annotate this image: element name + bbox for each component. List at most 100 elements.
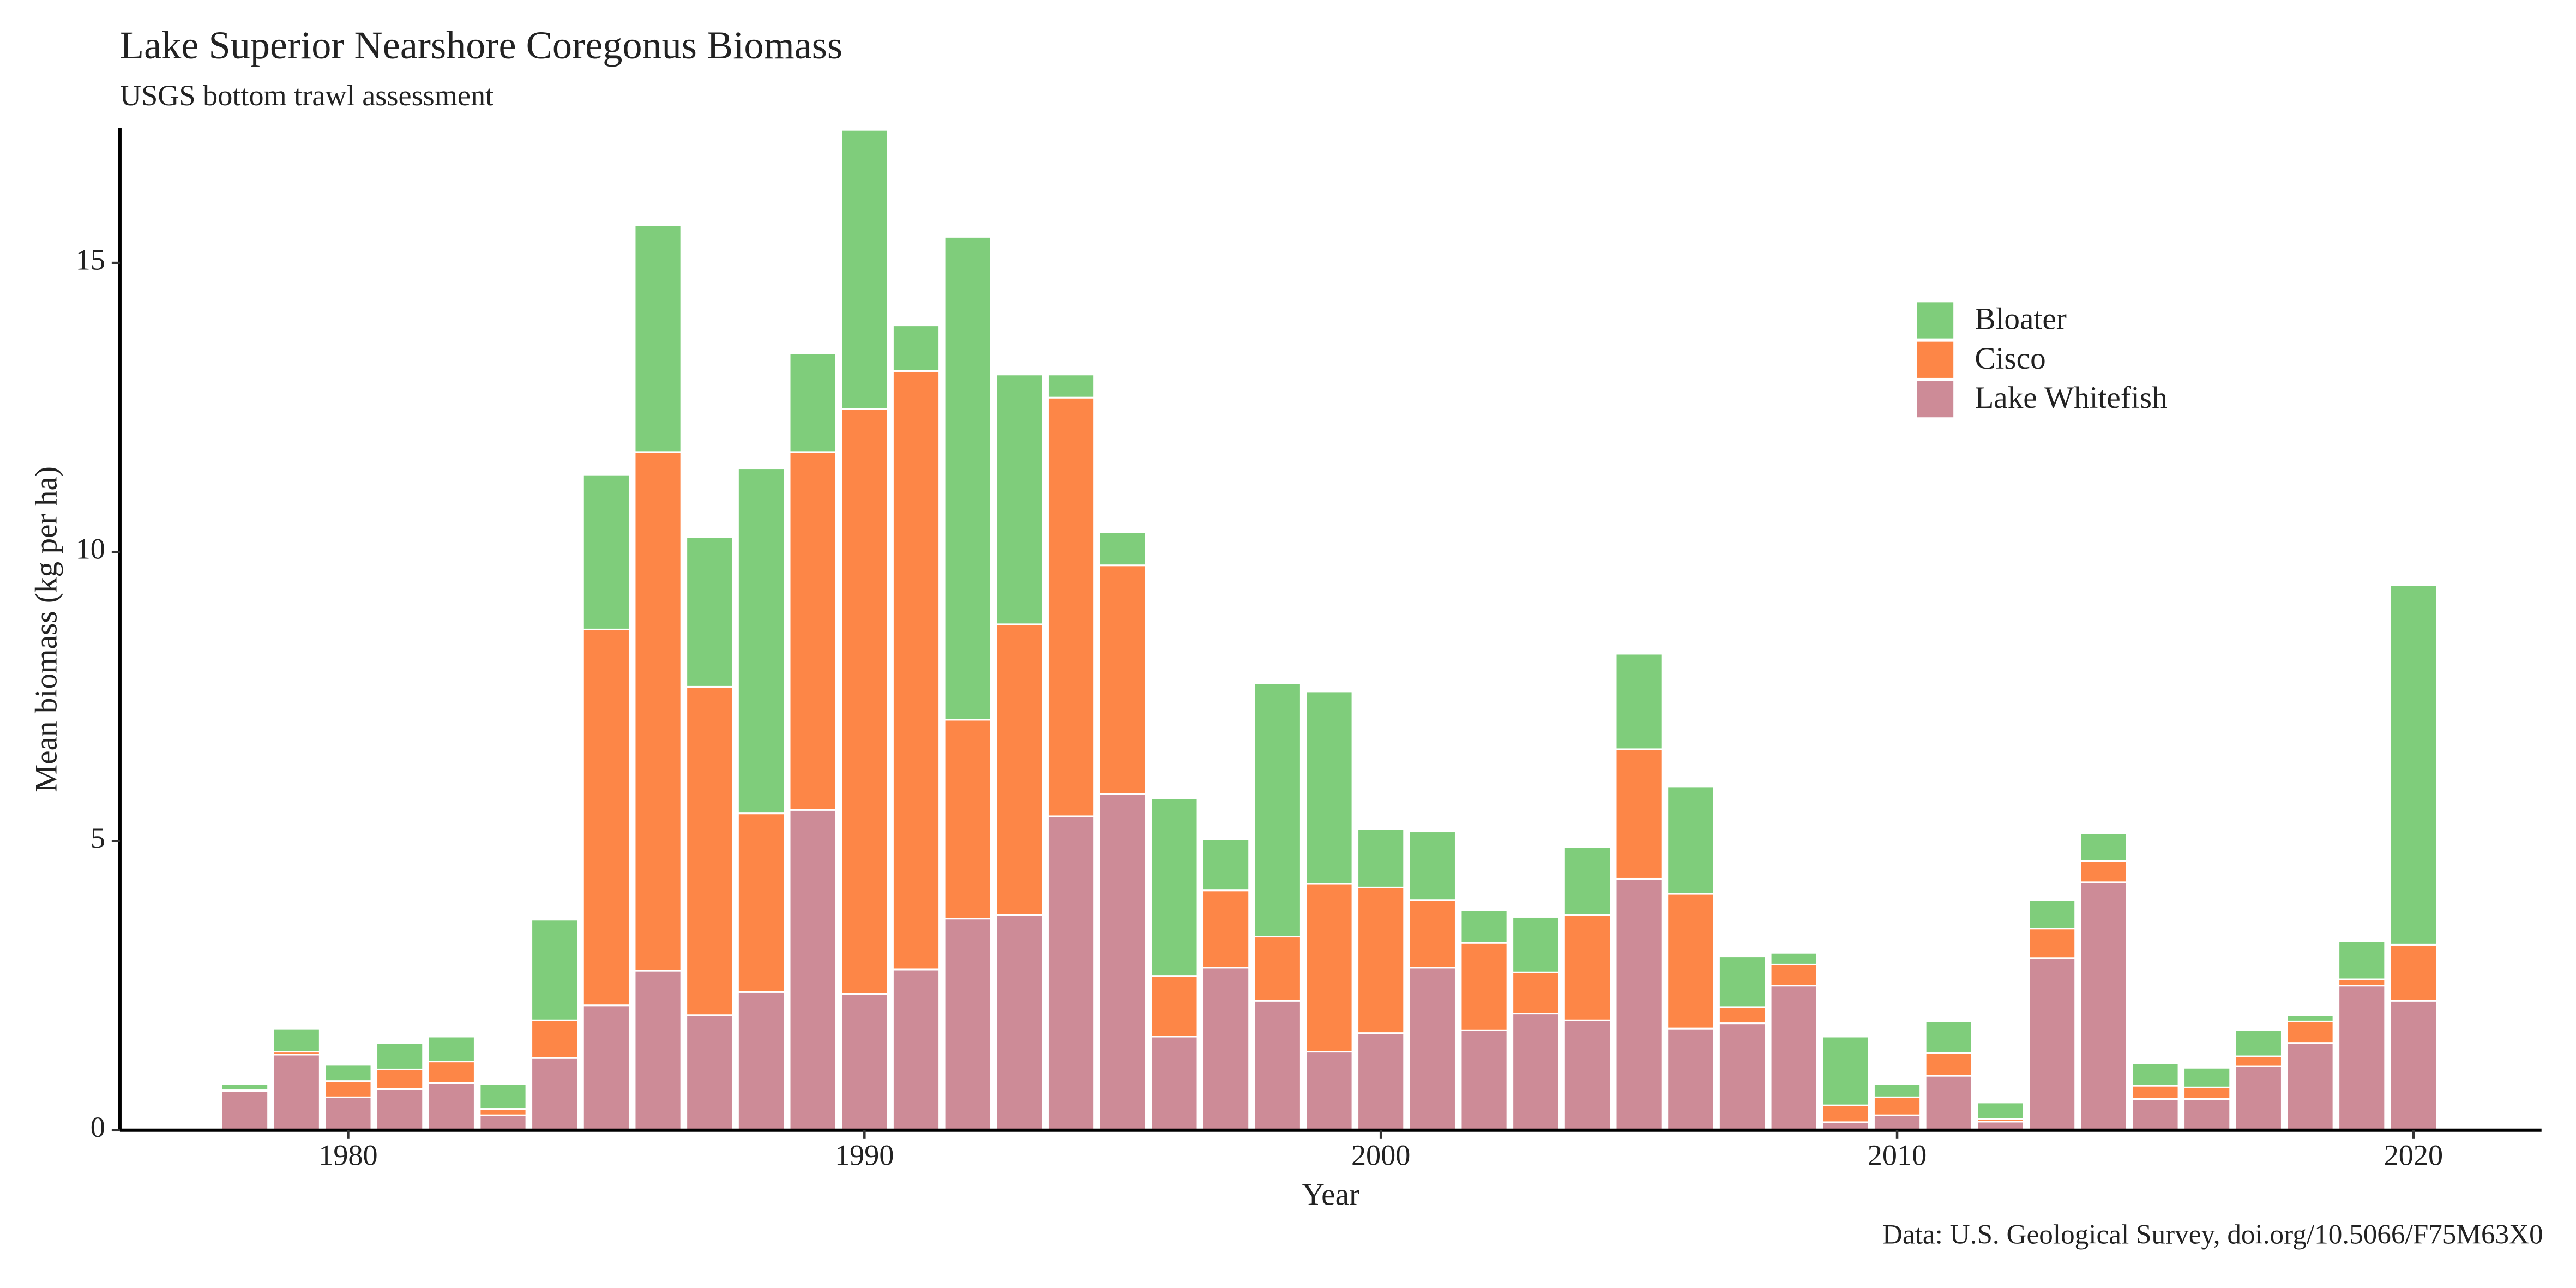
bar-segment: [943, 719, 992, 920]
bar-segment: [2234, 1065, 2283, 1131]
bar-segment: [1615, 653, 1663, 750]
chart-title: Lake Superior Nearshore Coregonus Biomas…: [120, 23, 842, 67]
bar-segment: [840, 993, 889, 1131]
bar-segment: [2234, 1055, 2283, 1067]
bar-segment: [1512, 916, 1560, 973]
bar-segment: [582, 628, 630, 1007]
bar-segment: [685, 536, 734, 688]
bar-segment: [2079, 860, 2128, 883]
bar-segment: [1046, 815, 1096, 1131]
bar-segment: [1408, 830, 1456, 901]
bar-segment: [840, 129, 889, 410]
bar-segment: [1357, 886, 1405, 1034]
bar-segment: [1098, 564, 1147, 795]
bar-segment: [2286, 1014, 2334, 1022]
y-tick-label: 0: [91, 1111, 105, 1143]
bar-segment: [272, 1054, 321, 1131]
caption: Data: U.S. Geological Survey, doi.org/10…: [1882, 1219, 2543, 1250]
bar-segment: [2183, 1086, 2231, 1100]
bar-segment: [1924, 1020, 1973, 1054]
bar-segment: [2389, 1000, 2438, 1131]
x-tick-label: 1990: [835, 1139, 894, 1171]
bar-segment: [1408, 899, 1456, 969]
legend-swatch: [1917, 341, 1954, 378]
bar-segment: [1046, 374, 1096, 399]
bar-segment: [2131, 1062, 2180, 1087]
bar-segment: [1357, 1032, 1405, 1131]
bar-segment: [737, 991, 786, 1131]
legend-label: Lake Whitefish: [1975, 381, 2167, 415]
bar-segment: [1150, 975, 1199, 1038]
bar-segment: [324, 1096, 372, 1131]
bar-segment: [840, 408, 889, 995]
bar-segment: [1098, 793, 1147, 1131]
legend-swatch: [1917, 381, 1954, 418]
bar-segment: [1563, 1019, 1612, 1131]
bar-segment: [376, 1068, 424, 1090]
bar-segment: [1460, 1029, 1508, 1131]
bar-segment: [892, 324, 941, 372]
bar-segment: [1563, 914, 1612, 1021]
bar-segment: [324, 1080, 372, 1098]
bar-segment: [2389, 943, 2438, 1002]
y-tick-label: 10: [76, 533, 105, 565]
bar-segment: [1150, 1036, 1199, 1131]
bar-segment: [376, 1088, 424, 1131]
bar-segment: [272, 1027, 321, 1053]
bar-segment: [531, 1019, 579, 1059]
bar-segment: [2286, 1020, 2334, 1044]
y-tick-label: 5: [91, 822, 105, 854]
bar-segment: [995, 623, 1044, 916]
x-axis-label: Year: [1302, 1177, 1359, 1212]
bar-segment: [789, 809, 837, 1131]
bar-segment: [1150, 797, 1199, 977]
bar-segment: [582, 1004, 630, 1131]
legend-label: Cisco: [1975, 341, 2045, 376]
bar-segment: [220, 1083, 269, 1091]
bar-segment: [1305, 883, 1353, 1053]
bar-segment: [1460, 942, 1508, 1031]
bar-segment: [2027, 957, 2077, 1131]
bar-segment: [582, 473, 630, 630]
bar-segment: [1357, 828, 1405, 888]
bar-segment: [634, 451, 682, 972]
bar-segment: [1615, 748, 1663, 880]
bar-segment: [892, 370, 941, 971]
legend-label: Bloater: [1975, 302, 2066, 336]
bar-segment: [1666, 786, 1715, 895]
bar-segment: [1976, 1102, 2025, 1120]
bar-segment: [220, 1090, 269, 1131]
bar-segment: [737, 812, 786, 993]
bar-segment: [1666, 893, 1715, 1030]
bar-segment: [2027, 899, 2077, 930]
bar-segment: [1305, 690, 1353, 885]
bar-segment: [789, 352, 837, 453]
bar-segment: [2131, 1085, 2180, 1100]
bar-segment: [1098, 531, 1147, 567]
bar-segment: [2131, 1098, 2180, 1131]
bar-segment: [427, 1036, 476, 1063]
bar-segment: [427, 1061, 476, 1084]
bar-segment: [1563, 846, 1612, 916]
bar-segment: [1770, 963, 1818, 987]
bar-segment: [479, 1114, 527, 1131]
bar-segment: [1202, 889, 1250, 969]
x-tick-label: 2010: [1868, 1139, 1927, 1171]
bar-segment: [2234, 1029, 2283, 1057]
bar-segment: [2338, 940, 2386, 980]
bar-segment: [1718, 1006, 1767, 1025]
bar-segment: [2389, 584, 2438, 946]
bar-segment: [685, 685, 734, 1016]
bar-segment: [1770, 985, 1818, 1131]
x-tick-label: 2020: [2384, 1139, 2443, 1171]
bar-segment: [1253, 936, 1302, 1002]
bar-segment: [1770, 952, 1818, 965]
bar-segment: [1924, 1052, 1973, 1077]
bar-segment: [1666, 1027, 1715, 1131]
bar-segment: [789, 451, 837, 811]
bar-segment: [2338, 978, 2386, 987]
bar-segment: [1615, 877, 1663, 1131]
bar-segment: [427, 1082, 476, 1131]
